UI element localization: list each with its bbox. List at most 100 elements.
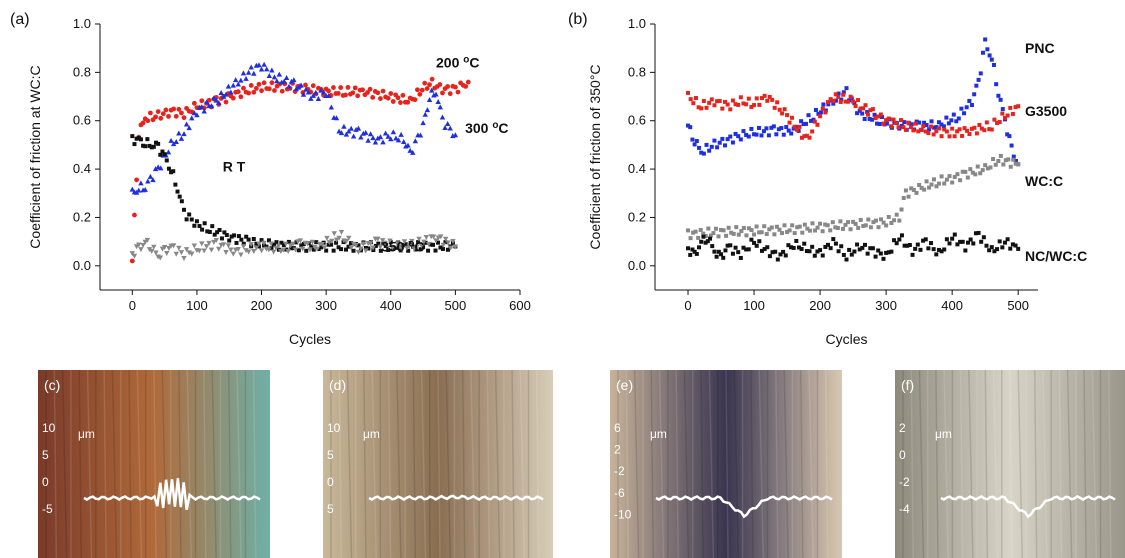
data-point [960,133,965,138]
data-point [189,115,195,121]
data-point [851,219,856,224]
data-point [963,248,968,253]
texture-stripe [1058,369,1063,558]
x-tick-label: 600 [509,298,531,313]
data-point [744,247,749,252]
data-point [765,245,770,250]
texture-stripe [437,369,441,558]
data-point [447,91,453,97]
data-point [274,78,280,84]
data-point [804,121,809,126]
data-point [203,99,210,105]
data-point [251,89,257,95]
data-point [786,243,791,248]
data-point [847,247,852,252]
texture-stripe [178,369,182,558]
data-point [298,82,304,88]
data-point [230,95,236,101]
data-point [704,142,709,147]
data-point [998,97,1003,102]
data-point [810,221,815,226]
data-point [856,98,861,103]
data-point [855,111,860,116]
data-point [884,250,889,255]
data-point [348,125,354,131]
data-point [437,104,444,110]
data-point [292,247,299,253]
data-point [156,141,161,146]
data-point [276,71,283,77]
data-point [321,245,328,251]
data-point [376,241,381,246]
data-point [899,207,904,212]
data-point [939,134,944,139]
data-point [391,246,396,251]
texture-stripe [511,369,515,558]
data-point [688,252,693,257]
data-point [729,230,734,235]
data-point [145,178,151,184]
data-point [831,98,836,103]
texture-stripe [252,369,257,558]
data-point [967,132,972,137]
data-point [244,234,249,239]
texture-stripe [236,369,242,558]
data-point [826,242,831,247]
data-point [153,250,159,256]
data-point [253,85,259,91]
data-point [329,242,334,247]
data-point [406,248,411,253]
data-point [1008,105,1013,110]
data-point [693,96,698,101]
data-point [269,80,275,86]
surface-profile-trace [655,495,833,519]
data-point [1010,242,1015,247]
data-point [349,241,354,246]
surface-profile-trace [83,478,261,511]
data-point [807,249,812,254]
data-point [708,233,713,238]
data-point [181,131,187,137]
data-point [939,249,944,254]
data-point [713,226,718,231]
x-axis-title: Cycles [825,331,867,347]
data-point [179,199,184,204]
data-point [922,120,927,125]
data-point [754,224,759,229]
data-point [210,224,215,229]
data-point [947,134,952,139]
x-tick-label: 500 [1007,298,1029,313]
data-point [336,245,341,250]
data-point [757,102,762,107]
data-point [810,129,815,134]
data-point [841,92,846,97]
data-point [219,236,224,241]
data-point [942,247,947,252]
texture-stripe [1091,369,1098,558]
data-point [901,196,906,201]
data-point [884,121,889,126]
photo-tick-label: 2 [899,421,906,435]
data-point [707,148,712,153]
data-point [914,190,919,195]
texture-stripe [346,369,353,558]
photo-tick-label: 0 [899,448,906,462]
data-point [821,102,826,107]
data-point [818,114,823,119]
data-point [201,108,207,114]
data-point [907,243,912,248]
data-point [378,96,383,101]
data-point [690,247,695,252]
data-point [251,249,257,255]
data-point [913,121,918,126]
data-point [844,86,849,91]
data-point [723,248,728,253]
data-point [316,247,321,252]
data-point [452,244,459,250]
data-point [419,87,425,93]
data-point [931,177,936,182]
data-point [848,227,853,232]
data-point [980,50,985,55]
data-point [978,71,983,76]
data-point [749,126,754,131]
